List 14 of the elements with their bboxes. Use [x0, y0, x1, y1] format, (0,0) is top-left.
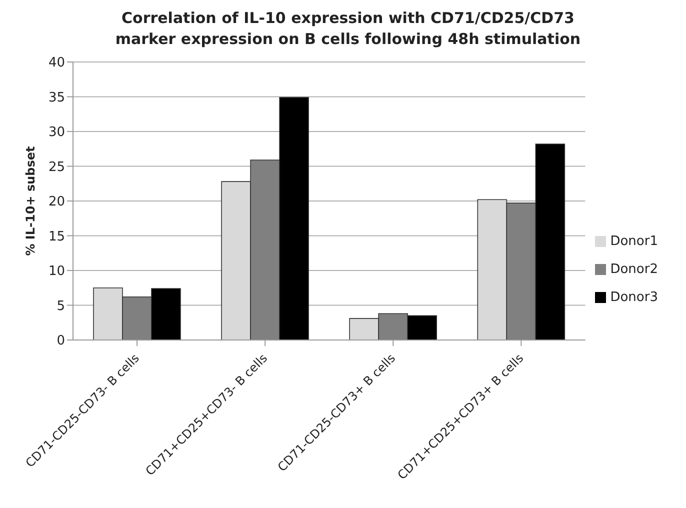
y-tick-label: 40	[48, 56, 65, 71]
y-axis-title: % IL-10+ subset	[23, 146, 38, 256]
y-tick-label: 20	[48, 194, 65, 210]
y-tick-label: 15	[48, 229, 65, 244]
y-tick-label: 0	[56, 334, 65, 349]
legend-label: Donor3	[610, 290, 658, 305]
y-tick-label: 30	[48, 125, 65, 140]
y-tick-label: 25	[48, 160, 65, 175]
legend-label: Donor1	[610, 234, 658, 249]
chart-title: Correlation of IL-10 expression with CD71/CD25/CD73 marker expression on B cells following 48h stimulation	[114, 8, 582, 50]
y-tick-label: 5	[56, 298, 65, 314]
y-tick-label: 10	[48, 264, 65, 280]
y-tick-label: 35	[48, 90, 65, 106]
legend-label: Donor2	[610, 262, 658, 277]
